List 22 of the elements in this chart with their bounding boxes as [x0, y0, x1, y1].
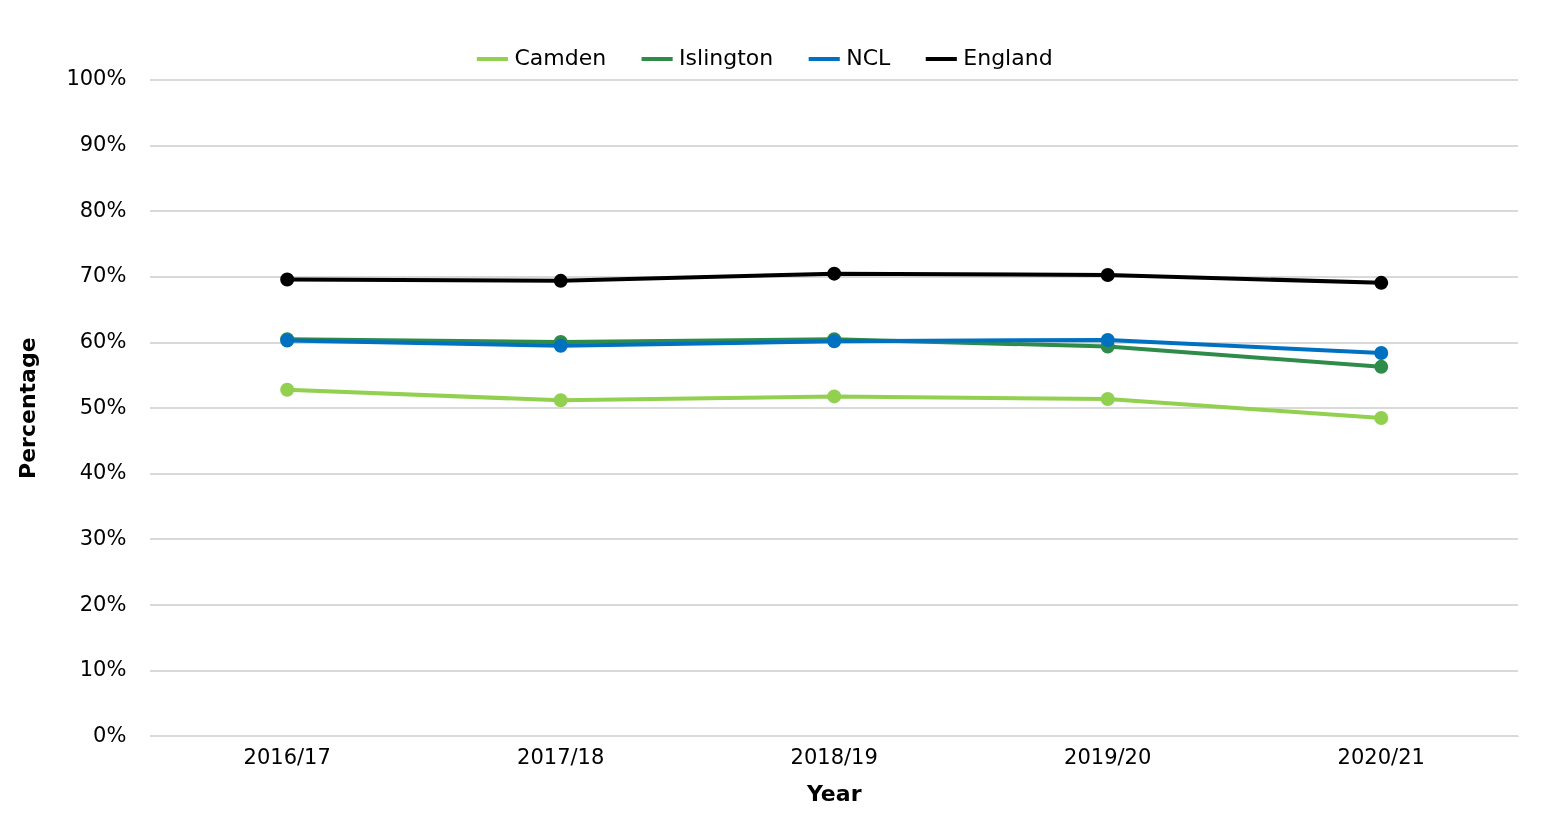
y-tick-label: 60% [79, 329, 127, 354]
y-tick-label: 40% [79, 460, 127, 485]
y-tick-label: 80% [79, 197, 127, 222]
legend-label: Islington [679, 44, 774, 70]
legend-label: NCL [846, 44, 892, 70]
x-axis-title: Year [805, 780, 862, 806]
y-tick-label: 0% [93, 722, 127, 747]
x-tick-label: 2018/19 [790, 745, 878, 770]
x-tick-label: 2020/21 [1337, 745, 1425, 770]
y-tick-label: 10% [79, 657, 127, 682]
y-tick-label: 90% [79, 132, 127, 157]
x-tick-label: 2017/18 [517, 745, 605, 770]
y-tick-label: 70% [79, 263, 127, 288]
y-tick-label: 50% [79, 394, 127, 419]
legend-label: Camden [514, 44, 607, 70]
x-tick-label: 2019/20 [1064, 745, 1152, 770]
y-tick-label: 100% [66, 66, 127, 91]
legend-label: England [963, 44, 1053, 70]
y-tick-label: 30% [79, 525, 127, 550]
x-tick-label: 2016/17 [243, 745, 331, 770]
y-axis-title: Percentage [14, 337, 40, 479]
y-tick-label: 20% [79, 591, 127, 616]
